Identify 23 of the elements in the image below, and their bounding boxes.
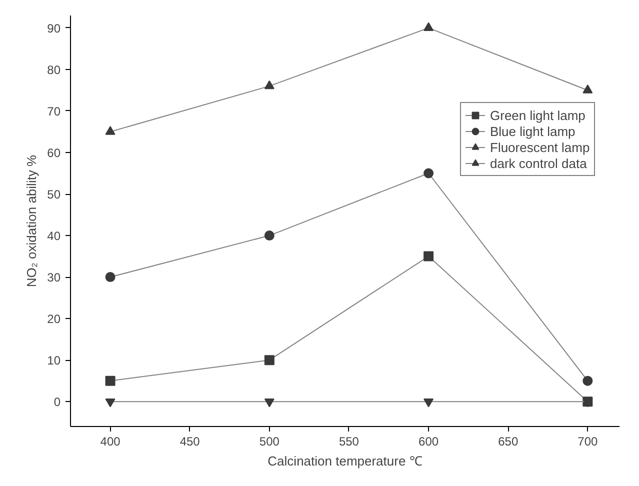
- y-axis-title: NO₂ oxidation ability %: [24, 154, 40, 288]
- x-tick-label: 450: [180, 434, 200, 448]
- y-tick-label: 10: [47, 354, 61, 368]
- x-axis-title: Calcination temperature ℃: [268, 454, 422, 468]
- x-tick-label: 650: [498, 434, 518, 448]
- legend-label: Fluorescent lamp: [490, 139, 590, 155]
- x-tick-label: 550: [338, 434, 360, 448]
- x-tick-label: 500: [259, 434, 280, 448]
- y-tick-label: 40: [47, 229, 61, 244]
- y-tick-label: 50: [47, 188, 61, 202]
- y-tick-label: 60: [47, 146, 61, 160]
- y-tick-label: 0: [54, 395, 61, 410]
- y-tick-label: 80: [47, 62, 61, 77]
- legend-label: Green light lamp: [490, 107, 586, 123]
- x-tick-label: 700: [578, 434, 598, 448]
- legend-label: Blue light lamp: [490, 123, 576, 139]
- x-tick-label: 600: [418, 434, 439, 448]
- y-tick-label: 30: [47, 270, 61, 285]
- x-tick-label: 400: [100, 434, 121, 448]
- y-tick-label: 20: [47, 312, 61, 326]
- legend-label: dark control data: [490, 155, 587, 171]
- y-tick-label: 70: [47, 104, 61, 118]
- y-tick-label: 90: [47, 21, 61, 36]
